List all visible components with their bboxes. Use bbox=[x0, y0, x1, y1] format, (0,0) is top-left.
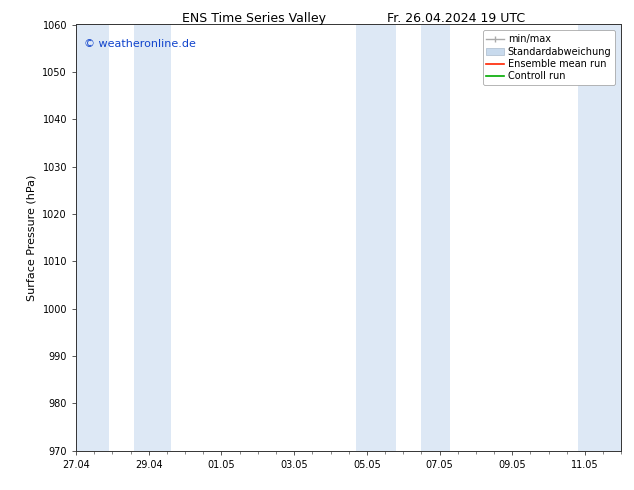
Text: Fr. 26.04.2024 19 UTC: Fr. 26.04.2024 19 UTC bbox=[387, 12, 526, 25]
Text: © weatheronline.de: © weatheronline.de bbox=[84, 39, 196, 49]
Bar bbox=[422, 24, 451, 451]
Y-axis label: Surface Pressure (hPa): Surface Pressure (hPa) bbox=[27, 174, 37, 301]
Bar bbox=[578, 24, 625, 451]
Text: ENS Time Series Valley: ENS Time Series Valley bbox=[181, 12, 326, 25]
Legend: min/max, Standardabweichung, Ensemble mean run, Controll run: min/max, Standardabweichung, Ensemble me… bbox=[482, 30, 616, 85]
Bar bbox=[72, 24, 109, 451]
Bar bbox=[134, 24, 171, 451]
Bar bbox=[356, 24, 396, 451]
